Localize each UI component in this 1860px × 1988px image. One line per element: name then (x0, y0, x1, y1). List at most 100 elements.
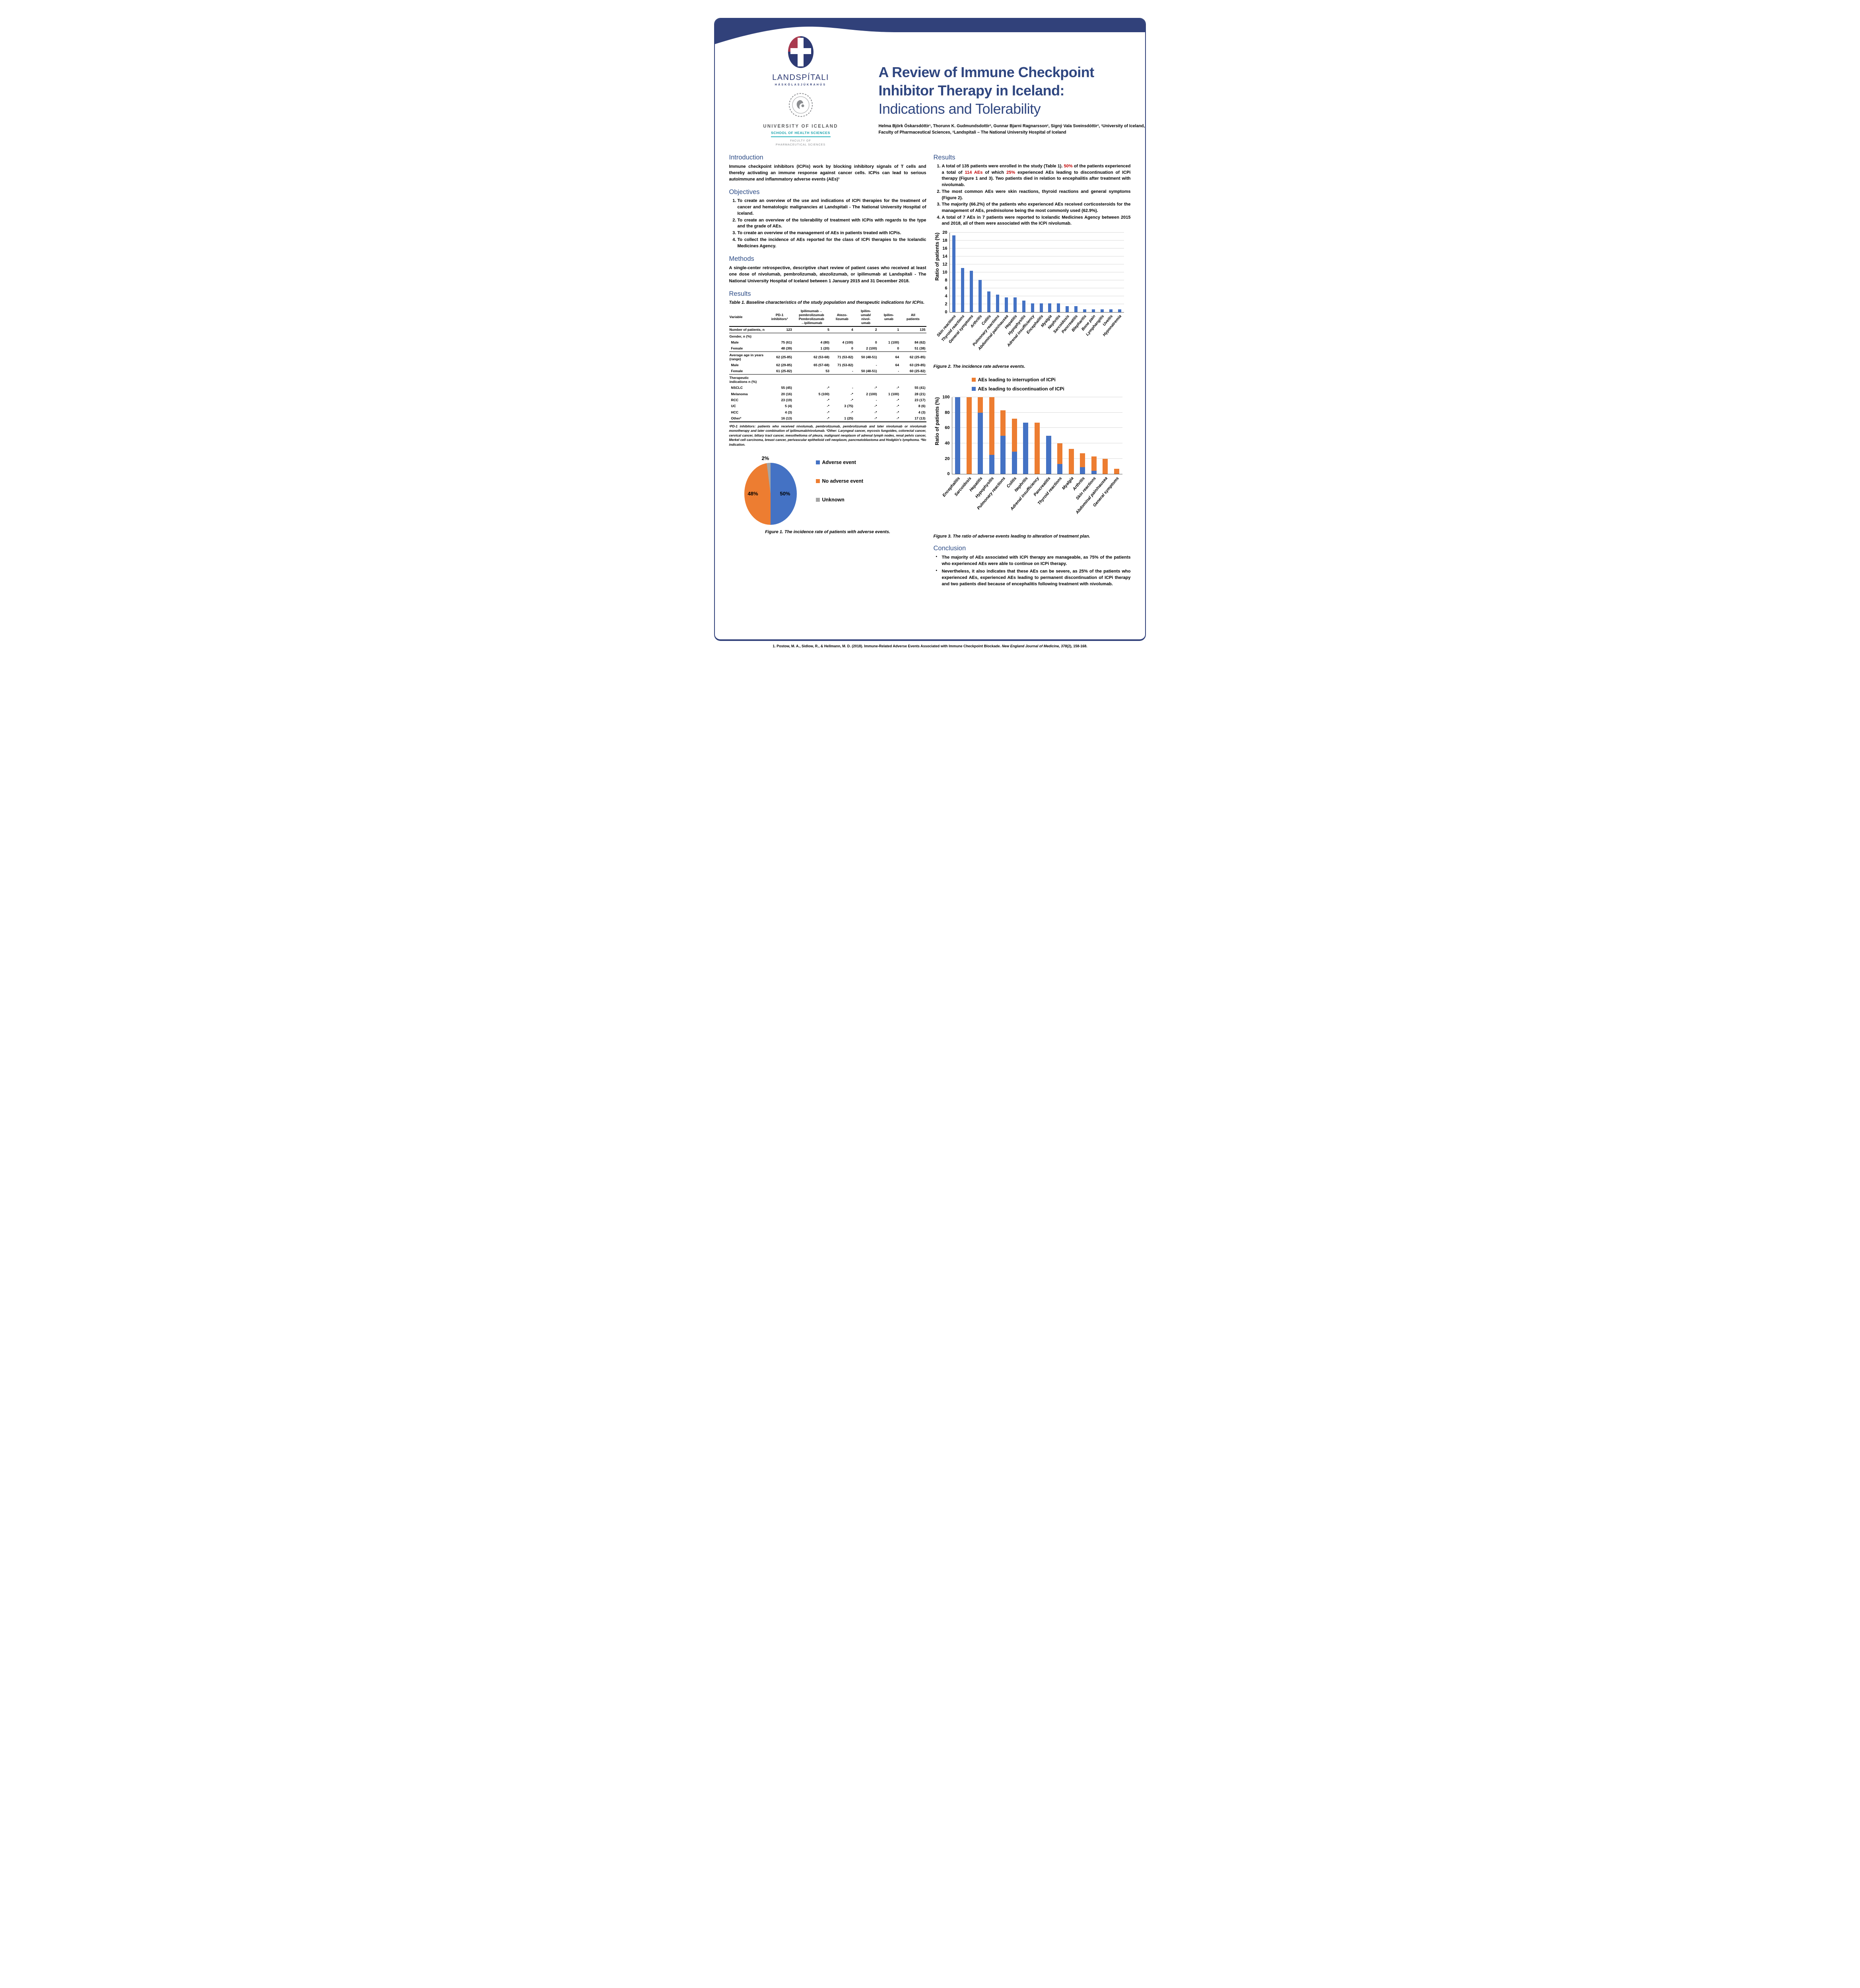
table-cell: 62 (25-85) (776, 355, 792, 359)
table-row-label: Number of patients, n (729, 328, 765, 332)
result-item: A total of 7 AEs in 7 patients were repo… (942, 215, 1131, 227)
x-label-cell: Thyroid reactions (1037, 474, 1065, 529)
results-list: A total of 135 patients were enrolled in… (934, 163, 1131, 227)
stacked-bar (955, 397, 961, 474)
objective-item: To create an overview of the tolerabilit… (738, 217, 926, 230)
stacked-bar-segment (1012, 419, 1017, 452)
highlighted-value: 25% (1006, 170, 1015, 175)
table-row: RCC 23 (19) -* -* - -* 23 (17) (729, 397, 926, 403)
table-cell: 8 (6) (918, 404, 926, 408)
table-cell: - (876, 398, 877, 402)
table-cell: -* (827, 416, 829, 420)
table-cell: -* (896, 386, 899, 390)
stacked-bar-segment (1068, 448, 1074, 474)
plot-column: Skin reactions Thyroid reactions General s… (936, 232, 1124, 359)
bar (1031, 303, 1034, 313)
stacked-bar (1023, 422, 1029, 474)
bar (1057, 303, 1060, 313)
poster-card: LANDSPÍTALI HÁSKÓLASJÚKRAHÚS UNIVERSITY … (714, 18, 1146, 641)
left-column: Introduction Immune checkpoint inhibitor… (729, 148, 926, 588)
bar (1091, 309, 1095, 313)
plot-column: Encephalitis Sarcoidosis Hepatitis Hypophys… (942, 397, 1122, 529)
y-axis-ticks: 0 2 4 6 8 10 12 14 16 18 20 (941, 230, 949, 315)
y-tick-label: 16 (942, 246, 947, 251)
bar-slot (967, 233, 976, 313)
table-cell (767, 375, 793, 385)
bar (952, 235, 956, 313)
result-text: A total of 7 AEs in 7 patients were repo… (942, 215, 1131, 226)
stacked-bar (1103, 458, 1108, 474)
table-row: Female 61 (25-82) 53 - 50 (48-51) - 60 (25-82) (729, 368, 926, 375)
y-tick-label: 60 (945, 425, 950, 431)
y-axis-title-text: Ratio of patients (%) (934, 233, 940, 281)
legend-swatch (815, 498, 820, 502)
table-cell (854, 333, 878, 340)
table-row-label: Average age in years (range) (729, 353, 764, 361)
table-cell: 65 (57-68) (814, 363, 829, 367)
stacked-bar-segment (989, 397, 994, 455)
x-label-cell: Hypophysitis (975, 474, 997, 529)
table-row: Other² 16 (13) -* 1 (25) -* -* 17 (13) (729, 415, 926, 422)
table-cell: -* (874, 410, 877, 414)
bar-slot (1054, 233, 1063, 313)
y-tick-label: 2 (945, 302, 947, 307)
section-heading-introduction: Introduction (729, 154, 763, 161)
bar-slot (1028, 233, 1037, 313)
table-cell (878, 375, 900, 385)
section-heading-conclusion: Conclusion (933, 545, 966, 552)
stacked-bar (1091, 456, 1097, 474)
table-row-label: UC (731, 404, 736, 408)
table1: Variable PD-1 inhibitors¹ Ipilimumab→ pemb… (729, 308, 926, 422)
table-cell: -* (827, 410, 829, 414)
table-cell: -* (874, 416, 877, 420)
x-label-cell: Hypophysitis (1007, 313, 1028, 359)
bar-slot (1088, 397, 1100, 474)
bars-row (950, 233, 1124, 313)
bar-slot (958, 233, 967, 313)
y-tick-label: 20 (942, 230, 947, 235)
table-row-label: RCC (731, 398, 739, 402)
x-label-cell: Nephritis (1047, 313, 1062, 359)
stacked-bar (1034, 422, 1040, 474)
y-tick-label: 6 (945, 286, 947, 291)
table-cell: - (852, 386, 853, 390)
poster-title-line-1: A Review of Immune Checkpoint (878, 64, 1095, 80)
table-cell: 5 (100) (818, 392, 829, 396)
table1-footnote: ¹PD-1 inhibitors: patients who received … (729, 424, 926, 447)
x-label-cell: Pancreatitis (1033, 474, 1054, 529)
table-cell: -* (850, 392, 853, 396)
table-cell: 2 (875, 328, 877, 332)
bar-slot (1077, 397, 1088, 474)
legend-item: Unknown (815, 497, 864, 503)
table-cell: 55 (45) (781, 386, 792, 390)
table-cell: 20 (16) (781, 392, 792, 396)
y-tick-label: 0 (947, 472, 950, 477)
table-cell: 62 (25-85) (909, 355, 926, 359)
table1-header-cell: All patients (906, 313, 920, 321)
figure2-caption: Figure 2. The incidence rate adverse eve… (933, 364, 1025, 369)
figure1-pie-chart (744, 463, 797, 525)
figure1-legend: Adverse event No adverse event Unknown (815, 460, 864, 525)
table-cell: 64 (895, 363, 899, 367)
methods-text: A single-center retrospective, descripti… (729, 266, 926, 283)
table-row-label: Female (731, 369, 743, 373)
x-label-cell: General symptoms (948, 313, 975, 359)
table-cell: -* (827, 398, 829, 402)
stacked-bar-segment (1000, 435, 1006, 474)
table-row: Gender, n (%) (729, 333, 926, 340)
table-row: Female 48 (39) 1 (20) 0 2 (100) 0 51 (38) (729, 346, 926, 352)
bar-slot (1066, 397, 1077, 474)
y-tick-label: 100 (942, 395, 950, 400)
table-cell: -* (850, 398, 853, 402)
table-row-label: Melanoma (731, 392, 748, 396)
y-tick-label: 8 (945, 278, 947, 283)
bar (1048, 303, 1052, 313)
poster-title-line-3: Indications and Tolerability (878, 101, 1041, 117)
table-cell: 71 (53-82) (837, 363, 853, 367)
bar-slot (1099, 397, 1111, 474)
table-cell: 50 (48-51) (861, 369, 877, 373)
table-cell: 135 (920, 328, 926, 332)
table-cell: 75 (61) (781, 340, 792, 344)
table-cell: 71 (53-82) (837, 355, 853, 359)
table-cell: 4 (100) (842, 340, 853, 344)
